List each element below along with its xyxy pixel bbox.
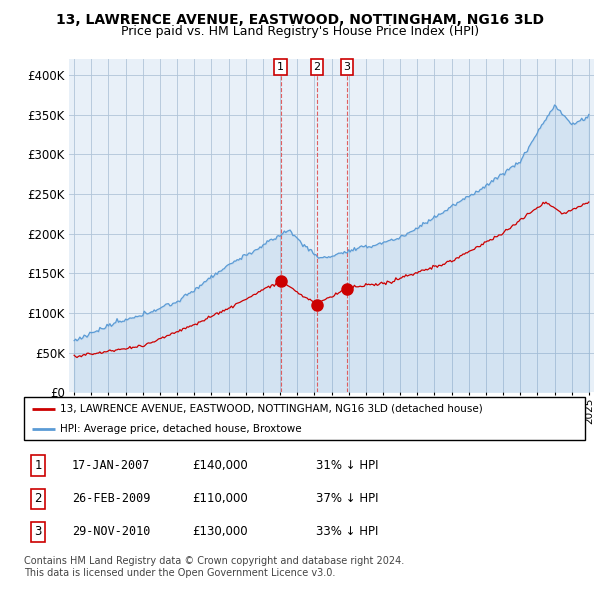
Text: 13, LAWRENCE AVENUE, EASTWOOD, NOTTINGHAM, NG16 3LD (detached house): 13, LAWRENCE AVENUE, EASTWOOD, NOTTINGHA… xyxy=(61,404,483,414)
Text: £140,000: £140,000 xyxy=(192,459,248,472)
Text: £130,000: £130,000 xyxy=(192,525,248,538)
Text: 2: 2 xyxy=(313,62,320,72)
Text: 1: 1 xyxy=(34,459,42,472)
Text: £110,000: £110,000 xyxy=(192,492,248,505)
Text: 1: 1 xyxy=(277,62,284,72)
Text: 37% ↓ HPI: 37% ↓ HPI xyxy=(316,492,378,505)
Text: 17-JAN-2007: 17-JAN-2007 xyxy=(71,459,150,472)
Text: 26-FEB-2009: 26-FEB-2009 xyxy=(71,492,150,505)
Text: This data is licensed under the Open Government Licence v3.0.: This data is licensed under the Open Gov… xyxy=(24,568,335,578)
Text: 3: 3 xyxy=(34,525,42,538)
Text: 31% ↓ HPI: 31% ↓ HPI xyxy=(316,459,378,472)
Text: 33% ↓ HPI: 33% ↓ HPI xyxy=(316,525,378,538)
Text: Contains HM Land Registry data © Crown copyright and database right 2024.: Contains HM Land Registry data © Crown c… xyxy=(24,556,404,566)
Text: Price paid vs. HM Land Registry's House Price Index (HPI): Price paid vs. HM Land Registry's House … xyxy=(121,25,479,38)
Text: 2: 2 xyxy=(34,492,42,505)
Text: 13, LAWRENCE AVENUE, EASTWOOD, NOTTINGHAM, NG16 3LD: 13, LAWRENCE AVENUE, EASTWOOD, NOTTINGHA… xyxy=(56,13,544,27)
Text: 3: 3 xyxy=(344,62,350,72)
Text: 29-NOV-2010: 29-NOV-2010 xyxy=(71,525,150,538)
Text: HPI: Average price, detached house, Broxtowe: HPI: Average price, detached house, Brox… xyxy=(61,424,302,434)
